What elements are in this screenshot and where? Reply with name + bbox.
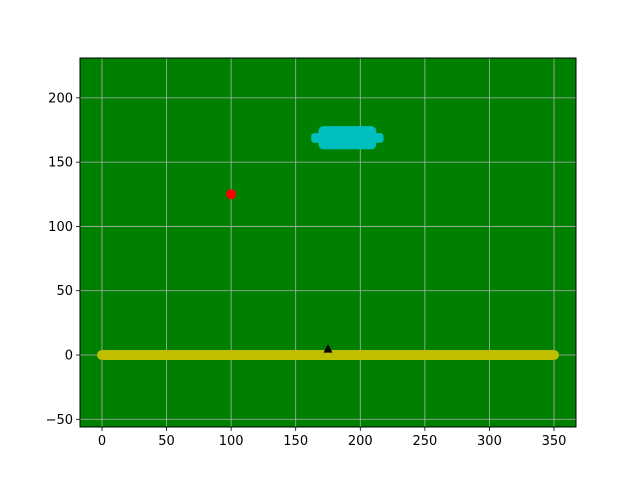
y-tick-label: 100 xyxy=(48,220,73,235)
plot-area xyxy=(80,58,576,427)
x-tick-label: 200 xyxy=(348,434,373,449)
x-tick-label: 50 xyxy=(158,434,175,449)
x-tick-label: 250 xyxy=(412,434,437,449)
cloud-shape xyxy=(311,126,384,150)
cloud-wing xyxy=(311,133,384,143)
game-objects xyxy=(96,126,560,360)
x-tick-label: 0 xyxy=(98,434,106,449)
y-tick-label: 150 xyxy=(48,156,73,171)
ball-marker xyxy=(226,189,237,200)
y-tick-label: 200 xyxy=(48,91,73,106)
x-tick-label: 350 xyxy=(542,434,567,449)
y-tick-label: 0 xyxy=(65,349,73,364)
axis-ticks: 0 50 100 150 200 250 300 350 −50 0 50 100 150 200 xyxy=(46,91,567,449)
y-tick-label: −50 xyxy=(46,413,73,428)
plot-frame xyxy=(79,57,577,428)
player-marker xyxy=(323,344,333,353)
x-tick-label: 300 xyxy=(477,434,502,449)
x-tick-label: 150 xyxy=(283,434,308,449)
x-tick-label: 100 xyxy=(219,434,244,449)
y-tick-label: 50 xyxy=(56,284,73,299)
